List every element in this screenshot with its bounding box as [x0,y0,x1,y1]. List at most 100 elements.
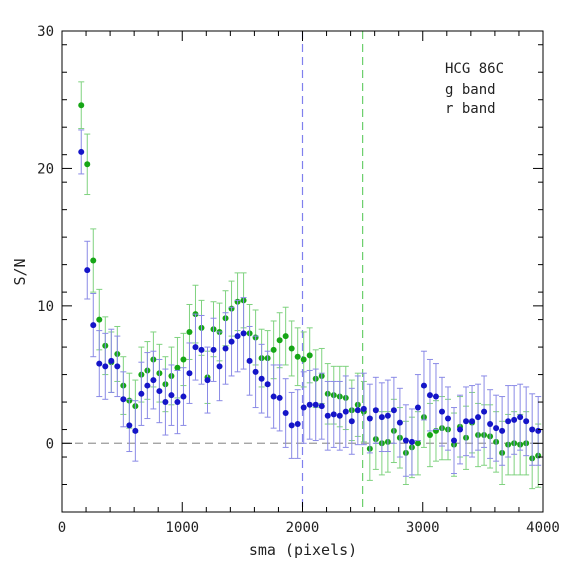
x-tick-label: 2000 [286,520,320,536]
data-point [517,414,524,421]
data-point [246,357,253,364]
data-point [90,257,97,264]
data-point [180,356,187,363]
data-point [78,102,85,109]
data-point [228,338,235,345]
legend-g-band: g band [445,82,496,98]
data-point [469,418,476,425]
data-point [96,360,103,367]
data-point [378,414,385,421]
data-point [432,393,439,400]
data-point [84,161,91,168]
data-point [210,346,217,353]
x-tick-label: 3000 [406,520,440,536]
y-tick-label: 0 [46,436,54,452]
data-point [414,440,421,447]
y-axis-label: S/N [11,258,29,285]
g-band-series [78,129,542,477]
data-point [198,346,205,353]
x-tick-label: 1000 [165,520,199,536]
data-point [487,421,494,428]
data-point [174,399,181,406]
data-point [270,393,277,400]
data-point [360,405,367,412]
data-point [306,401,313,408]
data-point [505,418,512,425]
x-axis-label: sma (pixels) [249,541,357,559]
data-point [168,392,175,399]
data-point [300,356,307,363]
data-point [511,416,518,423]
data-point [438,408,445,415]
data-point [499,427,506,434]
data-point [306,352,313,359]
data-point [372,407,379,414]
data-point [318,403,325,410]
data-point [493,425,500,432]
legend: HCG 86C g band r band [445,61,504,117]
data-point [78,148,85,155]
data-point [426,432,433,439]
data-point [138,390,145,397]
data-point [90,322,97,329]
data-point [120,396,127,403]
data-point [282,410,289,417]
data-point [186,370,193,377]
y-tick-label: 10 [37,299,54,315]
data-point [294,421,301,428]
data-point [288,422,295,429]
data-point [366,415,373,422]
data-point [384,412,391,419]
data-point [288,345,295,352]
data-point [426,392,433,399]
data-point [96,316,103,323]
data-point [354,407,361,414]
legend-title: HCG 86C [445,61,504,77]
data-point [276,337,283,344]
axis-ticks: 0 1000 2000 3000 4000 0 10 20 30 [37,24,560,536]
data-point [270,346,277,353]
data-point [396,419,403,426]
data-point [252,368,259,375]
data-point [336,412,343,419]
data-point [276,394,283,401]
data-point [216,363,223,370]
data-point [463,418,470,425]
data-point [342,408,349,415]
data-point [186,328,193,335]
data-point [535,427,542,434]
data-point [258,375,265,382]
data-point [114,363,121,370]
data-point [300,404,307,411]
data-point [108,357,115,364]
data-point [156,388,163,395]
data-point [222,345,229,352]
data-point [457,426,464,433]
legend-r-band: r band [445,101,496,117]
data-point [204,377,211,384]
data-point [282,333,289,340]
data-point [348,418,355,425]
data-point [451,437,458,444]
data-point [420,382,427,389]
data-point [144,382,151,389]
data-point [162,399,169,406]
data-point [126,422,133,429]
data-point [84,267,91,274]
x-tick-label: 4000 [526,520,560,536]
data-point [234,333,241,340]
data-point [240,330,247,337]
data-point [481,408,488,415]
data-point [180,393,187,400]
data-point [324,412,331,419]
data-point [330,411,337,418]
data-point [132,427,139,434]
x-tick-label: 0 [58,520,66,536]
data-point [294,353,301,360]
data-point [402,437,409,444]
y-tick-label: 20 [37,161,54,177]
data-point [529,426,536,433]
data-point [312,401,319,408]
data-point [174,364,181,371]
